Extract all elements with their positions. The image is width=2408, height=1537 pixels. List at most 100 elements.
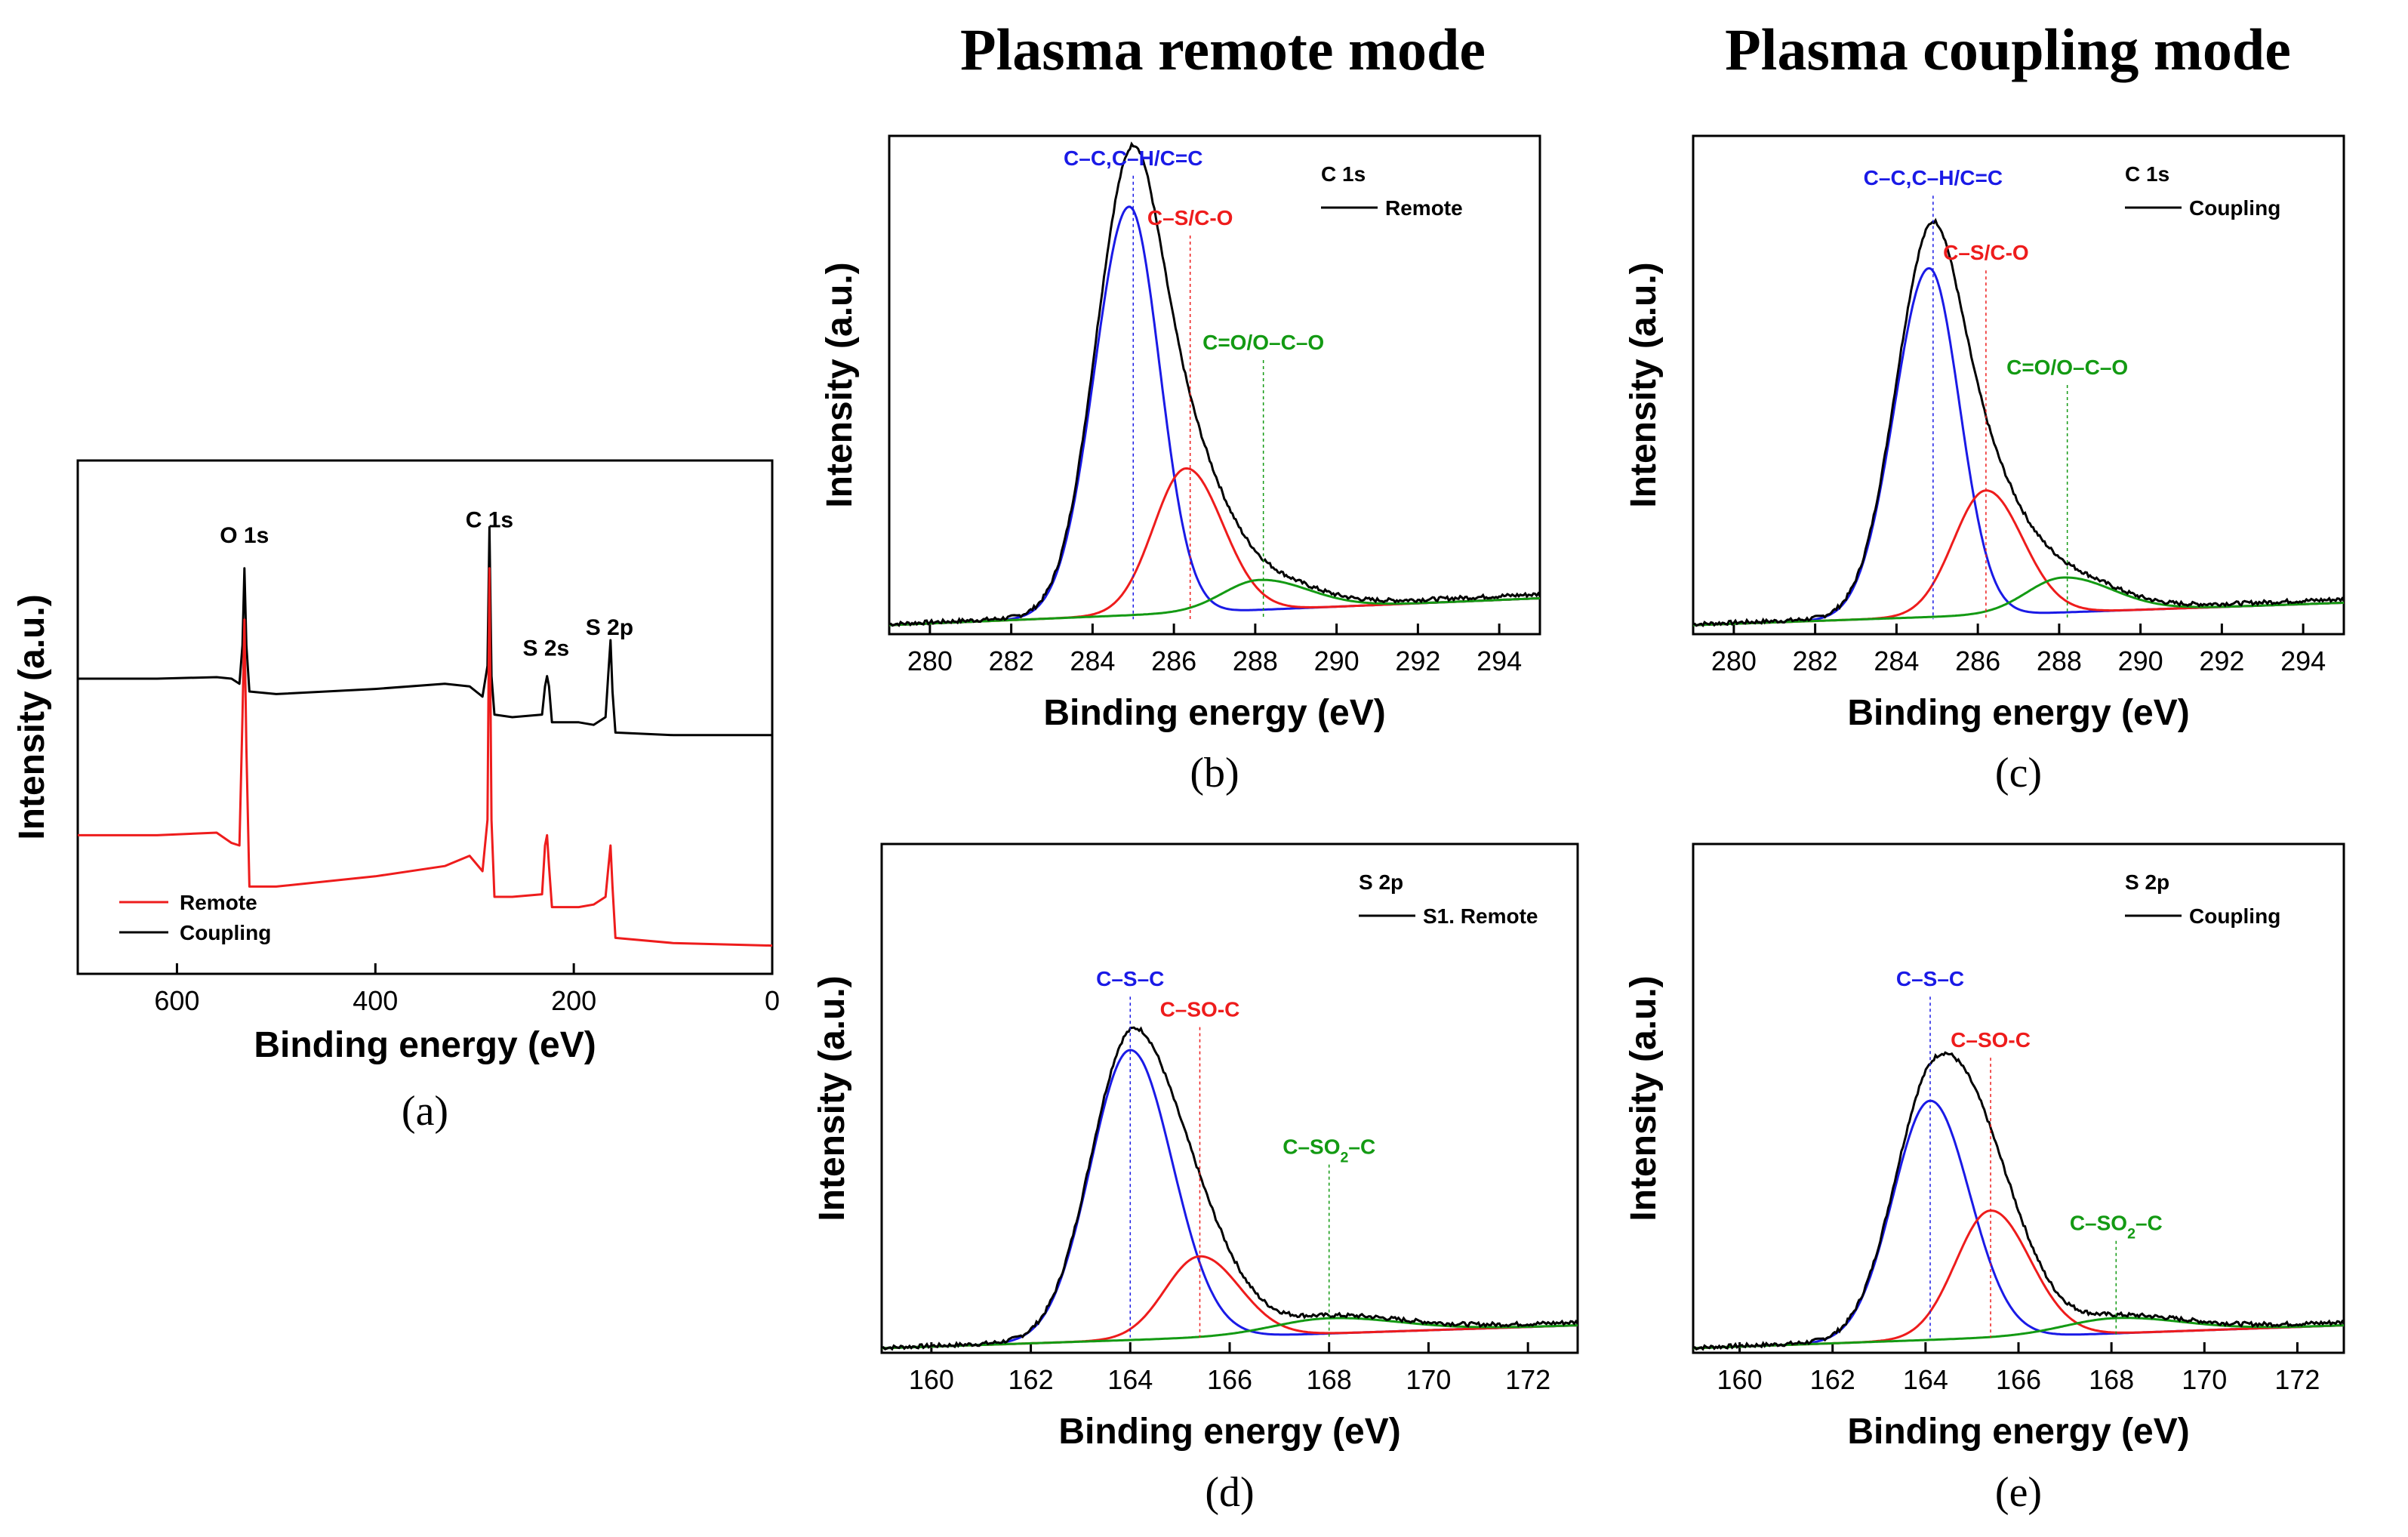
envelope-curve	[888, 141, 1541, 627]
component-label: C=O/O–C–O	[1202, 331, 1324, 354]
plot-frame	[888, 134, 1541, 636]
x-tick-label: 164	[1107, 1364, 1153, 1395]
component-label: C–SO2–C	[1283, 1135, 1375, 1166]
x-tick-label: 600	[154, 985, 199, 1016]
chart-panel-c: 280 282 284 286 288 290 292 294 Binding energy (…	[1624, 134, 2345, 796]
x-tick-label: 0	[765, 985, 780, 1016]
x-tick-label: 172	[2274, 1364, 2320, 1395]
panel-caption: (e)	[1995, 1469, 2042, 1516]
legend-entry: Coupling	[180, 921, 271, 944]
x-tick-label: 280	[1711, 645, 1757, 676]
legend-title: S 2p	[1359, 870, 1403, 894]
chart-panel-d: 160 162 164 166 168 170 172 Binding energy (eV)…	[812, 842, 1579, 1516]
component-label: C–S/C-O	[1943, 241, 2029, 264]
legend-title: S 2p	[2125, 870, 2169, 894]
peak-label: O 1s	[220, 523, 269, 548]
x-tick-label: 160	[1717, 1364, 1763, 1395]
component-label: C–S/C-O	[1147, 206, 1233, 229]
x-tick-label: 168	[1307, 1364, 1352, 1395]
x-tick-label: 280	[907, 645, 953, 676]
x-tick-label: 162	[1810, 1364, 1855, 1395]
x-tick-label: 168	[2089, 1364, 2134, 1395]
panel-caption: (c)	[1995, 750, 2042, 796]
x-tick-label: 290	[1314, 645, 1360, 676]
x-tick-label: 160	[909, 1364, 954, 1395]
fit-component	[882, 1049, 1578, 1350]
chart-panel-a: 600 400 200 0 Binding energy (eV) Intensity (…	[12, 459, 780, 1135]
component-label: C–S–C	[1896, 967, 1964, 990]
panel-caption: (b)	[1190, 750, 1239, 796]
x-tick-label: 292	[1395, 645, 1440, 676]
x-tick-label: 286	[1955, 645, 2000, 676]
component-label: C–C,C–H/C=C	[1864, 166, 2003, 189]
x-axis-label: Binding energy (eV)	[1043, 693, 1385, 733]
x-tick-label: 288	[1233, 645, 1278, 676]
x-axis-label: Binding energy (eV)	[254, 1025, 596, 1065]
component-label: C–SO2–C	[2070, 1212, 2163, 1243]
x-tick-label: 290	[2118, 645, 2163, 676]
y-axis-label: Intensity (a.u.)	[12, 594, 52, 839]
heading-remote: Plasma remote mode	[960, 17, 1486, 82]
panel-caption: (a)	[402, 1088, 448, 1135]
x-tick-label: 284	[1874, 645, 1919, 676]
legend-entry: Coupling	[2189, 904, 2280, 928]
plot-frame	[76, 459, 774, 975]
peak-label: C 1s	[466, 507, 513, 532]
x-tick-label: 162	[1008, 1364, 1054, 1395]
envelope-curve	[881, 1026, 1579, 1351]
x-tick-label: 288	[2037, 645, 2082, 676]
fit-component	[888, 205, 1541, 627]
legend-title: C 1s	[2125, 162, 2169, 186]
y-axis-label: Intensity (a.u.)	[812, 975, 852, 1221]
x-tick-label: 172	[1505, 1364, 1550, 1395]
fit-component	[1692, 266, 2345, 627]
y-axis-label: Intensity (a.u.)	[1624, 262, 1664, 507]
component-label: C–SO-C	[1951, 1028, 2031, 1052]
legend-entry: Remote	[1385, 196, 1463, 220]
fit-component	[1693, 1317, 2344, 1350]
x-tick-label: 282	[989, 645, 1034, 676]
component-label: C–S–C	[1096, 967, 1164, 990]
y-axis-label: Intensity (a.u.)	[1624, 975, 1664, 1221]
x-tick-label: 284	[1070, 645, 1115, 676]
x-tick-label: 282	[1793, 645, 1838, 676]
x-tick-label: 164	[1903, 1364, 1948, 1395]
x-tick-label: 286	[1151, 645, 1196, 676]
legend-entry: Remote	[180, 891, 257, 914]
component-label: C–SO-C	[1160, 998, 1240, 1021]
series-coupling	[78, 525, 772, 737]
series-remote	[78, 567, 773, 947]
legend-entry: S1. Remote	[1423, 904, 1538, 928]
peak-label: S 2p	[586, 615, 633, 640]
envelope-curve	[1692, 1051, 2345, 1351]
x-axis-label: Binding energy (eV)	[1847, 1412, 2189, 1452]
x-tick-label: 170	[2182, 1364, 2227, 1395]
plot-frame	[1692, 134, 2345, 636]
x-tick-label: 400	[353, 985, 398, 1016]
legend-title: C 1s	[1321, 162, 1366, 186]
x-tick-label: 294	[2280, 645, 2326, 676]
x-tick-label: 294	[1477, 645, 1522, 676]
component-label: C–C,C–H/C=C	[1064, 146, 1202, 170]
heading-coupling: Plasma coupling mode	[1725, 17, 2291, 82]
x-axis-label: Binding energy (eV)	[1847, 693, 2189, 733]
component-label: C=O/O–C–O	[2006, 356, 2128, 379]
chart-panel-b: 280 282 284 286 288 290 292 294 Binding energy (…	[820, 134, 1541, 796]
x-tick-label: 292	[2199, 645, 2244, 676]
panel-caption: (d)	[1205, 1469, 1254, 1516]
x-tick-label: 200	[551, 985, 596, 1016]
fit-component	[882, 1317, 1578, 1350]
x-tick-label: 166	[1996, 1364, 2041, 1395]
fit-component	[1692, 576, 2345, 627]
peak-label: S 2s	[522, 636, 569, 661]
y-axis-label: Intensity (a.u.)	[820, 262, 860, 507]
legend-entry: Coupling	[2189, 196, 2280, 220]
fit-component	[1693, 1099, 2345, 1350]
envelope-curve	[1692, 217, 2345, 628]
x-tick-label: 166	[1207, 1364, 1252, 1395]
chart-panel-e: 160 162 164 166 168 170 172 Binding energy (eV)…	[1624, 842, 2345, 1516]
fit-component	[888, 578, 1541, 627]
x-axis-label: Binding energy (eV)	[1058, 1412, 1400, 1452]
x-tick-label: 170	[1406, 1364, 1451, 1395]
